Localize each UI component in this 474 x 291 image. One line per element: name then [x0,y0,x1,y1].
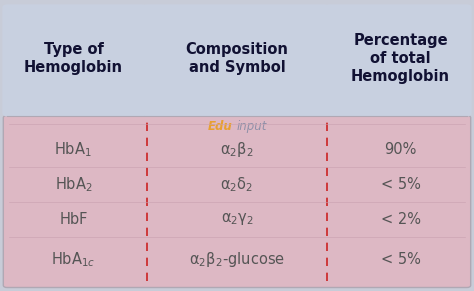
Text: Composition
and Symbol: Composition and Symbol [185,42,289,75]
FancyBboxPatch shape [2,4,147,116]
Text: HbA$_{1c}$: HbA$_{1c}$ [51,251,96,269]
Text: Percentage
of total
Hemoglobin: Percentage of total Hemoglobin [351,33,450,84]
Text: HbF: HbF [59,212,88,227]
Text: < 5%: < 5% [381,252,420,267]
FancyBboxPatch shape [3,116,471,288]
Text: < 5%: < 5% [381,177,420,192]
Text: Edu: Edu [208,120,232,133]
Text: α$_2$γ$_2$: α$_2$γ$_2$ [220,211,254,227]
FancyBboxPatch shape [325,4,472,116]
Text: < 2%: < 2% [381,212,420,227]
Text: α$_2$β$_2$-glucose: α$_2$β$_2$-glucose [189,250,285,269]
Text: 90%: 90% [384,142,417,157]
FancyBboxPatch shape [142,4,329,116]
Text: α$_2$β$_2$: α$_2$β$_2$ [220,140,254,159]
Text: HbA$_1$: HbA$_1$ [55,140,92,159]
Text: input: input [237,120,267,133]
Text: Type of
Hemoglobin: Type of Hemoglobin [24,42,123,75]
Text: α$_2$δ$_2$: α$_2$δ$_2$ [220,175,254,194]
Text: HbA$_2$: HbA$_2$ [55,175,92,194]
